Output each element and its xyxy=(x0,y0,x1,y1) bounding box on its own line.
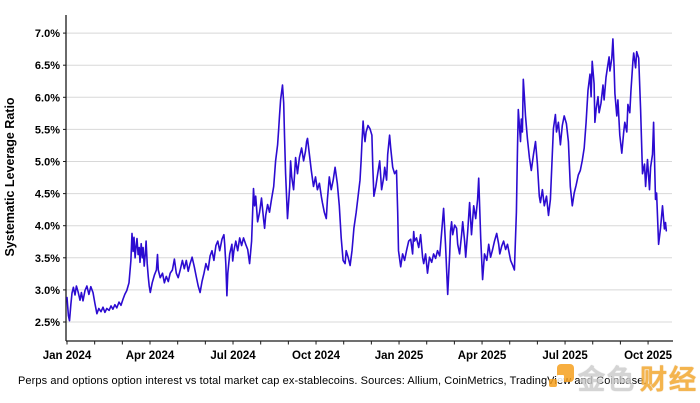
x-tick-label: Apr 2025 xyxy=(458,350,507,362)
x-tick-label: Oct 2024 xyxy=(292,350,341,362)
y-tick-label: 5.5% xyxy=(35,124,60,136)
x-tick-label: Jul 2025 xyxy=(542,350,588,362)
y-tick-label: 3.0% xyxy=(35,285,60,297)
y-tick-label: 6.5% xyxy=(35,60,60,72)
x-tick-label: Jan 2025 xyxy=(375,350,424,362)
x-tick-label: Jan 2024 xyxy=(43,350,92,362)
x-tick-label: Apr 2024 xyxy=(126,350,175,362)
y-axis-title: Systematic Leverage Ratio xyxy=(3,97,17,256)
y-tick-label: 6.0% xyxy=(35,92,60,104)
y-tick-label: 4.5% xyxy=(35,189,60,201)
y-tick-label: 2.5% xyxy=(35,317,60,329)
y-tick-label: 5.0% xyxy=(35,157,60,169)
y-tick-label: 3.5% xyxy=(35,253,60,265)
series-line xyxy=(66,38,668,322)
x-tick-label: Jul 2024 xyxy=(210,350,256,362)
y-tick-label: 7.0% xyxy=(35,28,60,40)
chart-caption: Perps and options option interest vs tot… xyxy=(18,375,647,387)
x-tick-label: Oct 2025 xyxy=(624,350,673,362)
y-tick-label: 4.0% xyxy=(35,221,60,233)
